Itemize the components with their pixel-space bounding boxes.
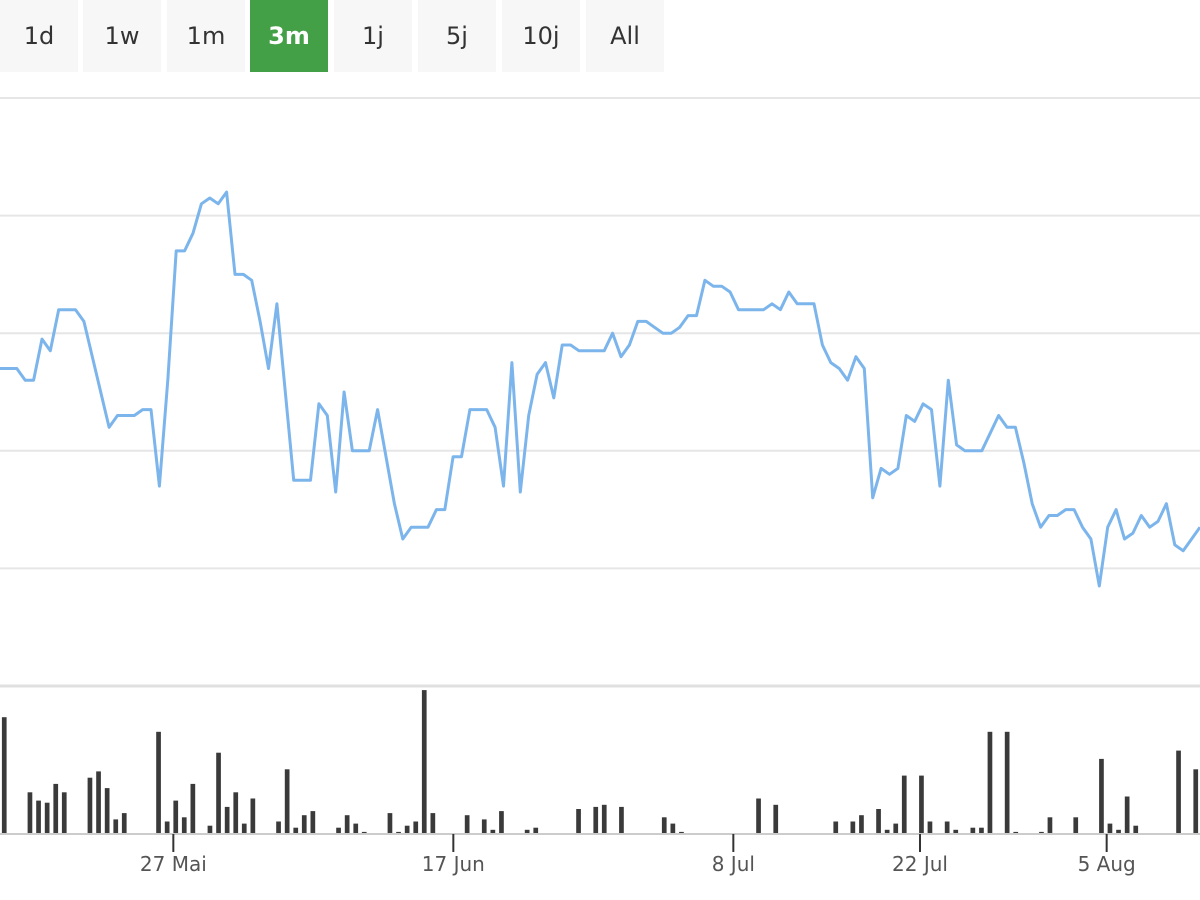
volume-bar bbox=[619, 806, 624, 834]
volume-bar bbox=[344, 815, 350, 834]
volume-bar bbox=[156, 731, 161, 834]
volume-bar bbox=[121, 813, 127, 834]
volume-bar bbox=[276, 821, 281, 834]
volume-bar bbox=[1176, 750, 1181, 834]
volume-bar bbox=[1107, 823, 1113, 834]
range-button-1w[interactable]: 1w bbox=[83, 0, 161, 72]
volume-bar bbox=[404, 825, 410, 834]
volume-bar bbox=[524, 829, 530, 834]
range-button-all[interactable]: All bbox=[586, 0, 664, 72]
volume-bar bbox=[421, 690, 427, 834]
volume-bar bbox=[353, 823, 359, 834]
volume-bar bbox=[1047, 817, 1053, 834]
volume-bar bbox=[893, 823, 899, 834]
volume-bar bbox=[670, 823, 676, 834]
volume-bar bbox=[970, 827, 976, 834]
volume-bar bbox=[1073, 817, 1079, 834]
volume-bar bbox=[207, 825, 213, 834]
volume-bar bbox=[53, 783, 59, 834]
volume-bar bbox=[661, 817, 667, 834]
x-tick-label: 8 Jul bbox=[712, 852, 755, 876]
price-line bbox=[0, 190, 1200, 588]
volume-bar bbox=[96, 771, 101, 834]
volume-bar bbox=[1013, 831, 1019, 834]
volume-bar bbox=[756, 798, 761, 834]
volume-bar bbox=[224, 806, 230, 834]
volume-bar bbox=[1099, 758, 1104, 834]
volume-bar bbox=[833, 821, 839, 834]
volume-bar bbox=[679, 831, 684, 834]
volume-bar bbox=[499, 811, 504, 834]
range-button-1j[interactable]: 1j bbox=[334, 0, 412, 72]
volume-bar bbox=[1, 717, 7, 834]
volume-bar bbox=[413, 821, 419, 834]
range-button-5j[interactable]: 5j bbox=[418, 0, 496, 72]
volume-bar bbox=[927, 821, 933, 834]
volume-bar bbox=[1133, 825, 1139, 834]
volume-bar bbox=[1039, 831, 1044, 834]
volume-bar bbox=[1116, 829, 1121, 834]
volume-bar bbox=[396, 831, 401, 834]
volume-bar bbox=[876, 809, 881, 834]
volume-bar bbox=[387, 813, 393, 834]
volume-bar bbox=[901, 775, 907, 834]
volume-bar bbox=[61, 792, 67, 834]
volume-bar bbox=[576, 809, 581, 834]
volume-bar bbox=[284, 769, 290, 834]
volume-bar bbox=[44, 802, 50, 834]
volume-bar bbox=[884, 829, 890, 834]
volume-bar bbox=[979, 827, 984, 834]
volume-bar bbox=[293, 827, 299, 834]
volume-bar bbox=[601, 804, 607, 834]
volume-bar bbox=[27, 792, 33, 834]
volume-bar bbox=[953, 829, 959, 834]
x-tick-label: 5 Aug bbox=[1078, 852, 1136, 876]
volume-bar bbox=[233, 792, 239, 834]
volume-bar bbox=[173, 800, 179, 834]
volume-bar bbox=[490, 829, 496, 834]
range-button-1d[interactable]: 1d bbox=[0, 0, 78, 72]
volume-bar bbox=[533, 827, 539, 834]
volume-bar bbox=[1124, 796, 1130, 834]
volume-bar bbox=[773, 804, 779, 834]
volume-bar bbox=[241, 823, 247, 834]
volume-bar bbox=[859, 815, 864, 834]
volume-bar bbox=[430, 813, 436, 834]
range-selector: 1d 1w 1m 3m 1j 5j 10j All bbox=[0, 0, 680, 72]
volume-bar bbox=[87, 777, 93, 834]
volume-bar bbox=[336, 827, 341, 834]
volume-bar bbox=[850, 821, 856, 834]
x-tick-label: 17 Jun bbox=[422, 852, 485, 876]
volume-bar bbox=[164, 821, 170, 834]
volume-bar bbox=[481, 819, 487, 834]
volume-bar bbox=[944, 821, 950, 834]
x-tick-label: 22 Jul bbox=[892, 852, 948, 876]
x-tick-label: 27 Mai bbox=[140, 852, 207, 876]
volume-bar bbox=[113, 819, 119, 834]
range-button-1m[interactable]: 1m bbox=[167, 0, 245, 72]
range-button-3m[interactable]: 3m bbox=[250, 0, 328, 72]
volume-bar bbox=[310, 811, 316, 834]
volume-bar bbox=[190, 783, 196, 834]
volume-bar bbox=[919, 775, 924, 834]
volume-bar bbox=[987, 731, 993, 834]
range-button-10j[interactable]: 10j bbox=[502, 0, 580, 72]
volume-bar bbox=[361, 831, 367, 834]
volume-bar bbox=[36, 800, 41, 834]
volume-bar bbox=[1193, 769, 1199, 834]
volume-bar bbox=[464, 815, 470, 834]
volume-bar bbox=[1004, 731, 1010, 834]
volume-bar bbox=[181, 817, 187, 834]
volume-bar bbox=[593, 806, 599, 834]
volume-bar bbox=[216, 752, 221, 834]
volume-bar bbox=[301, 815, 307, 834]
volume-bar bbox=[250, 798, 256, 834]
volume-bar bbox=[104, 788, 110, 834]
